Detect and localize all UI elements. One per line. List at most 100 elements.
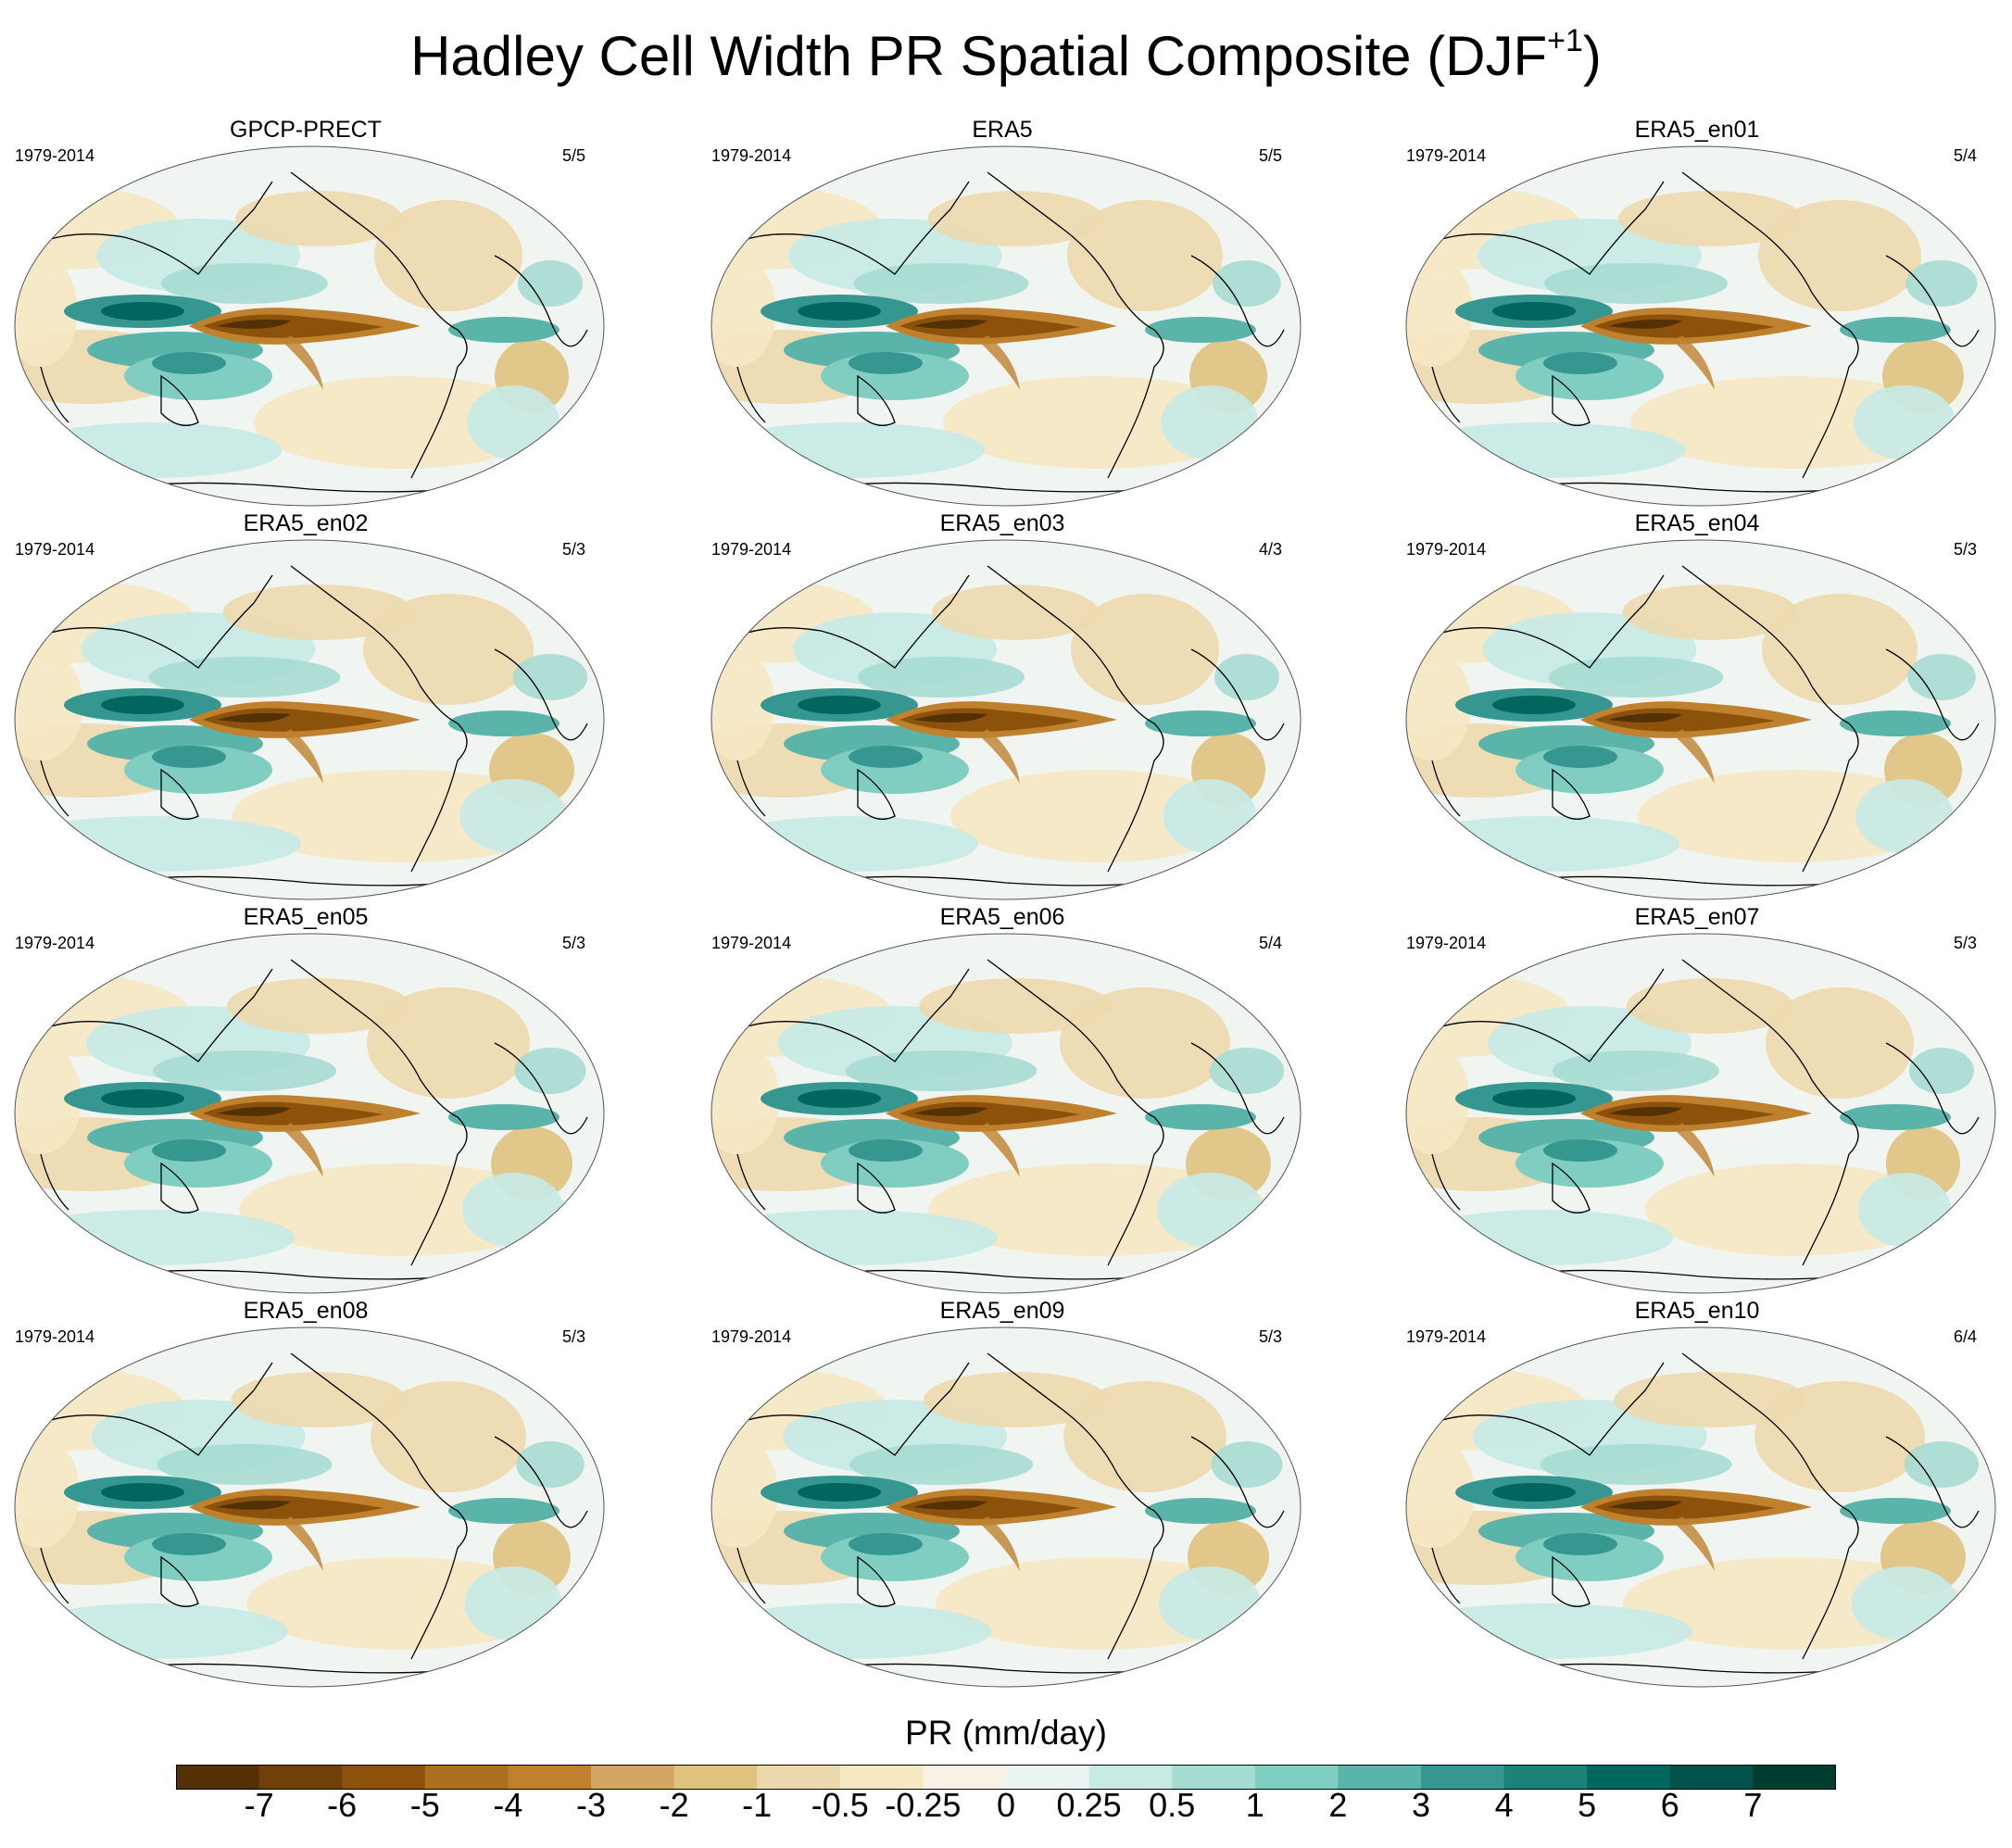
panel-period: 1979-2014 <box>15 540 95 559</box>
panel-ratio: 5/3 <box>561 934 585 952</box>
panel-period: 1979-2014 <box>15 146 95 165</box>
panel-ratio: 6/4 <box>1953 1327 1977 1346</box>
colorbar-tick-label: 0 <box>996 1786 1016 1824</box>
precip-anomaly-map <box>1405 933 1996 1294</box>
colorbar-tick-label: 4 <box>1494 1786 1514 1824</box>
map-panel: ERA5_en04 1979-2014 5/3 <box>1391 512 2003 901</box>
colorbar-tick-label: -1 <box>742 1786 773 1824</box>
map-panel: ERA5_en03 1979-2014 4/3 <box>697 512 1308 901</box>
colorbar-tick-label: 5 <box>1578 1786 1597 1824</box>
precip-anomaly-map <box>1405 1326 1996 1688</box>
colorbar-segment <box>508 1765 592 1790</box>
map-panel: ERA5_en01 1979-2014 5/4 <box>1391 119 2003 508</box>
colorbar-tick-label: -7 <box>244 1786 274 1824</box>
colorbar-title: PR (mm/day) <box>905 1714 1107 1752</box>
panel-ratio: 4/3 <box>1258 540 1282 559</box>
panel-ratio: 5/3 <box>1953 934 1977 952</box>
colorbar-tick-label: -2 <box>659 1786 689 1824</box>
main-title: Hadley Cell Width PR Spatial Composite (… <box>0 23 2012 87</box>
colorbar-segment <box>176 1765 260 1790</box>
precip-anomaly-map <box>1405 539 1996 900</box>
colorbar-segment <box>1587 1765 1671 1790</box>
panel-period: 1979-2014 <box>15 1327 95 1346</box>
precip-anomaly-map <box>710 539 1302 900</box>
panel-ratio: 5/4 <box>1258 934 1282 952</box>
panel-title: ERA5_en05 <box>243 904 369 930</box>
colorbar-tick-label: 0.25 <box>1056 1786 1122 1824</box>
colorbar-segment <box>1503 1765 1588 1790</box>
panel-ratio: 5/3 <box>1258 1327 1282 1346</box>
map-panel: GPCP-PRECT 1979-2014 5/5 <box>0 119 611 508</box>
panel-period: 1979-2014 <box>1406 540 1487 559</box>
colorbar-segment <box>1172 1765 1256 1790</box>
panel-title: ERA5_en07 <box>1634 904 1760 930</box>
colorbar-tick-label: -5 <box>409 1786 440 1824</box>
map-panel: ERA5_en09 1979-2014 5/3 <box>697 1300 1308 1689</box>
colorbar-segment <box>424 1765 509 1790</box>
panel-ratio: 5/3 <box>1953 540 1977 559</box>
map-panel: ERA5_en02 1979-2014 5/3 <box>0 512 611 901</box>
main-title-text: Hadley Cell Width PR Spatial Composite (… <box>410 25 1548 87</box>
panel-title: GPCP-PRECT <box>230 117 382 143</box>
colorbar-tick-label: -6 <box>327 1786 358 1824</box>
colorbar-tick-label: 1 <box>1245 1786 1264 1824</box>
colorbar-labels: -7 -6 -5 -4 -3 -2 -1 -0.5 -0.25 0 0.25 0.5 1 2 3 4 5 6 7 <box>0 1786 2012 1832</box>
map-panel: ERA5_en07 1979-2014 5/3 <box>1391 906 2003 1295</box>
panel-title: ERA5_en04 <box>1634 510 1760 536</box>
precip-anomaly-map <box>710 933 1302 1294</box>
colorbar-segment <box>757 1765 841 1790</box>
colorbar-tick-label: -0.25 <box>885 1786 962 1824</box>
colorbar-segment <box>1254 1765 1339 1790</box>
panel-ratio: 5/3 <box>561 540 585 559</box>
colorbar-tick-label: -3 <box>575 1786 607 1824</box>
panel-title: ERA5_en10 <box>1634 1298 1760 1324</box>
precip-anomaly-map <box>14 1326 605 1688</box>
panel-title: ERA5_en02 <box>243 510 369 536</box>
colorbar-segment <box>342 1765 426 1790</box>
colorbar-segment <box>1669 1765 1754 1790</box>
main-title-superscript: +1 <box>1547 23 1583 58</box>
panel-period: 1979-2014 <box>1406 934 1487 952</box>
panel-period: 1979-2014 <box>15 934 95 952</box>
panel-period: 1979-2014 <box>1406 146 1487 165</box>
panel-title: ERA5_en01 <box>1634 117 1760 143</box>
panel-period: 1979-2014 <box>711 1327 792 1346</box>
colorbar-segment <box>673 1765 758 1790</box>
panel-ratio: 5/4 <box>1953 146 1977 165</box>
panel-period: 1979-2014 <box>711 146 792 165</box>
panel-title: ERA5_en08 <box>243 1298 369 1324</box>
colorbar-tick-label: 7 <box>1743 1786 1763 1824</box>
colorbar-segment <box>923 1765 1007 1790</box>
colorbar-tick-label: 6 <box>1660 1786 1679 1824</box>
panel-title: ERA5_en09 <box>939 1298 1065 1324</box>
colorbar-tick-label: 0.5 <box>1149 1786 1196 1824</box>
panel-period: 1979-2014 <box>1406 1327 1487 1346</box>
panel-period: 1979-2014 <box>711 540 792 559</box>
colorbar-tick-label: 3 <box>1411 1786 1431 1824</box>
panel-title: ERA5_en06 <box>939 904 1065 930</box>
map-panel: ERA5_en10 1979-2014 6/4 <box>1391 1300 2003 1689</box>
colorbar-tick-label: -0.5 <box>811 1786 869 1824</box>
colorbar-segment <box>1753 1765 1836 1790</box>
precip-anomaly-map <box>14 933 605 1294</box>
precip-anomaly-map <box>710 1326 1302 1688</box>
colorbar-tick-label: -4 <box>493 1786 523 1824</box>
colorbar-segment <box>1421 1765 1505 1790</box>
panel-ratio: 5/5 <box>561 146 585 165</box>
colorbar-segment <box>258 1765 343 1790</box>
colorbar-segment <box>1088 1765 1173 1790</box>
precip-anomaly-map <box>14 145 605 507</box>
map-panel: ERA5 1979-2014 5/5 <box>697 119 1308 508</box>
colorbar <box>176 1765 1836 1790</box>
map-panel: ERA5_en05 1979-2014 5/3 <box>0 906 611 1295</box>
precip-anomaly-map <box>710 145 1302 507</box>
panel-title: ERA5_en03 <box>939 510 1065 536</box>
panel-period: 1979-2014 <box>711 934 792 952</box>
precip-anomaly-map <box>14 539 605 900</box>
colorbar-tick-label: 2 <box>1328 1786 1348 1824</box>
colorbar-segment <box>839 1765 924 1790</box>
colorbar-segment <box>591 1765 675 1790</box>
panel-ratio: 5/5 <box>1258 146 1282 165</box>
panel-title: ERA5 <box>972 117 1033 143</box>
panel-ratio: 5/3 <box>561 1327 585 1346</box>
